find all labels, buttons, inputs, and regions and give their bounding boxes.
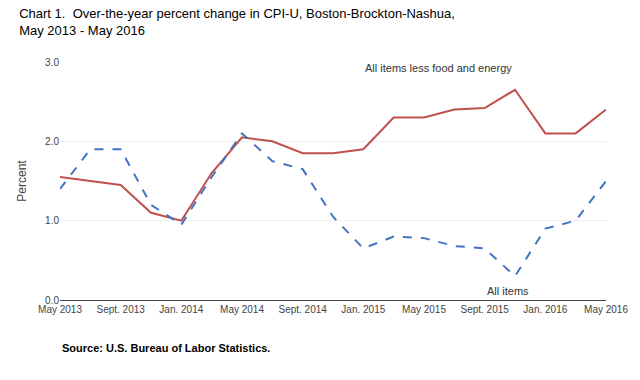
- svg-text:2.0: 2.0: [45, 136, 59, 147]
- svg-text:Jan. 2015: Jan. 2015: [341, 304, 385, 315]
- svg-text:1.0: 1.0: [45, 215, 59, 226]
- svg-text:Chart 1. Over-the-year percen: Chart 1. Over-the-year percent change in…: [19, 6, 455, 38]
- svg-text:Sept. 2013: Sept. 2013: [96, 304, 145, 315]
- svg-text:Jan. 2016: Jan. 2016: [523, 304, 567, 315]
- svg-text:Sept. 2014: Sept. 2014: [278, 304, 327, 315]
- svg-text:May 2013: May 2013: [38, 304, 82, 315]
- svg-text:Percent: Percent: [15, 160, 29, 202]
- svg-text:May 2015: May 2015: [402, 304, 446, 315]
- svg-text:All items less food and energy: All items less food and energy: [365, 62, 512, 74]
- svg-text:Sept. 2015: Sept. 2015: [460, 304, 509, 315]
- svg-text:3.0: 3.0: [45, 57, 59, 68]
- svg-text:Jan. 2014: Jan. 2014: [159, 304, 203, 315]
- svg-text:May 2016: May 2016: [584, 304, 628, 315]
- svg-text:May 2014: May 2014: [220, 304, 264, 315]
- svg-text:0.0: 0.0: [45, 295, 59, 306]
- svg-text:All items: All items: [487, 285, 529, 297]
- svg-text:Source: U.S. Bureau of Labor S: Source: U.S. Bureau of Labor Statistics.: [62, 342, 270, 354]
